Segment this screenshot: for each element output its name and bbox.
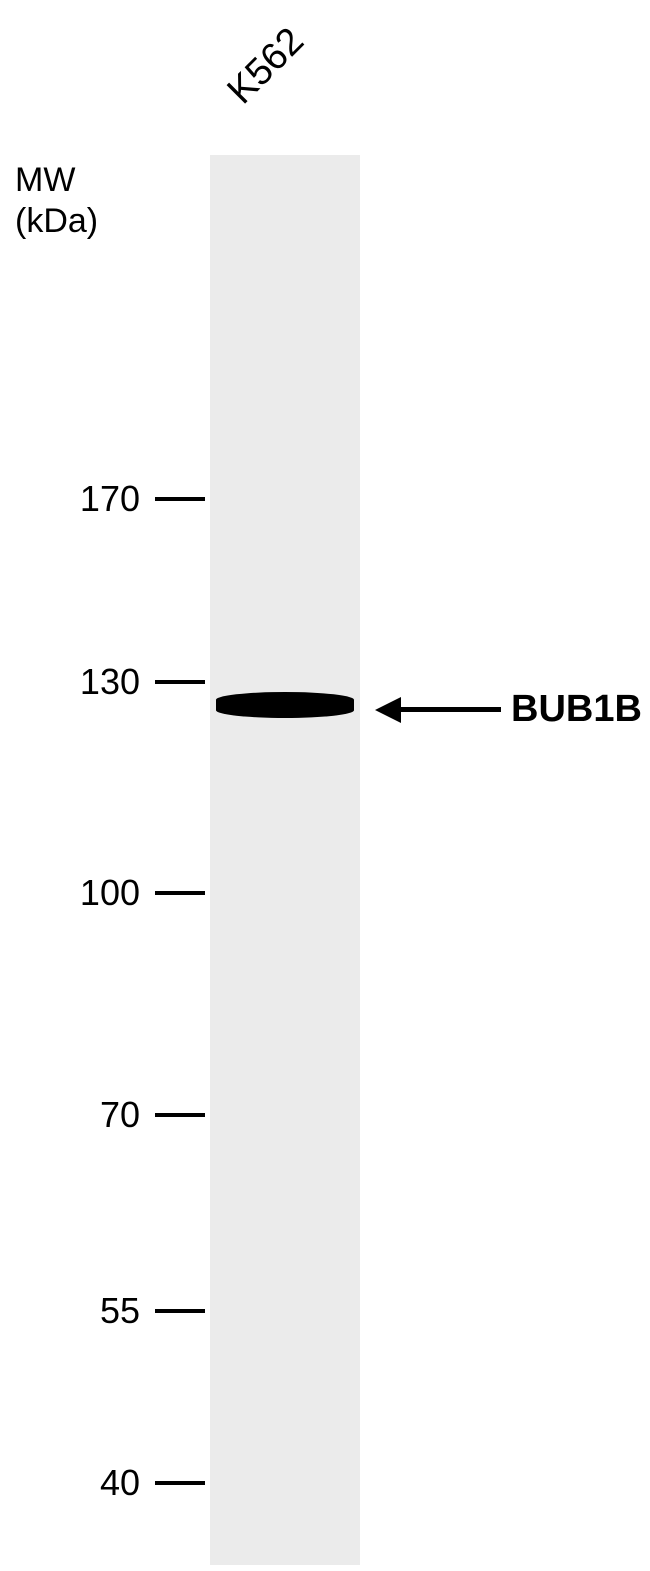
mw-tick — [155, 1481, 205, 1485]
mw-marker: 55 — [45, 1290, 205, 1332]
mw-label-line2: (kDa) — [15, 201, 98, 242]
arrow-line — [401, 707, 501, 712]
mw-tick — [155, 891, 205, 895]
band-annotation: BUB1B — [375, 688, 642, 731]
mw-value: 130 — [45, 661, 140, 703]
mw-marker: 100 — [45, 872, 205, 914]
mw-marker: 70 — [45, 1094, 205, 1136]
mw-marker: 130 — [45, 661, 205, 703]
mw-tick — [155, 1309, 205, 1313]
mw-tick — [155, 1113, 205, 1117]
mw-value: 170 — [45, 478, 140, 520]
mw-value: 100 — [45, 872, 140, 914]
mw-marker: 40 — [45, 1462, 205, 1504]
blot-lane — [210, 155, 360, 1565]
mw-value: 70 — [45, 1094, 140, 1136]
protein-band — [216, 692, 354, 718]
western-blot-figure: MW (kDa) K562 170 130 100 70 55 40 BUB1B — [0, 0, 650, 1571]
mw-tick — [155, 680, 205, 684]
mw-value: 55 — [45, 1290, 140, 1332]
mw-tick — [155, 497, 205, 501]
mw-label-line1: MW — [15, 160, 98, 201]
arrow-head-icon — [375, 697, 401, 723]
mw-value: 40 — [45, 1462, 140, 1504]
lane-label: K562 — [220, 20, 313, 113]
mw-axis-label: MW (kDa) — [15, 160, 98, 242]
band-label: BUB1B — [511, 688, 642, 731]
mw-marker: 170 — [45, 478, 205, 520]
